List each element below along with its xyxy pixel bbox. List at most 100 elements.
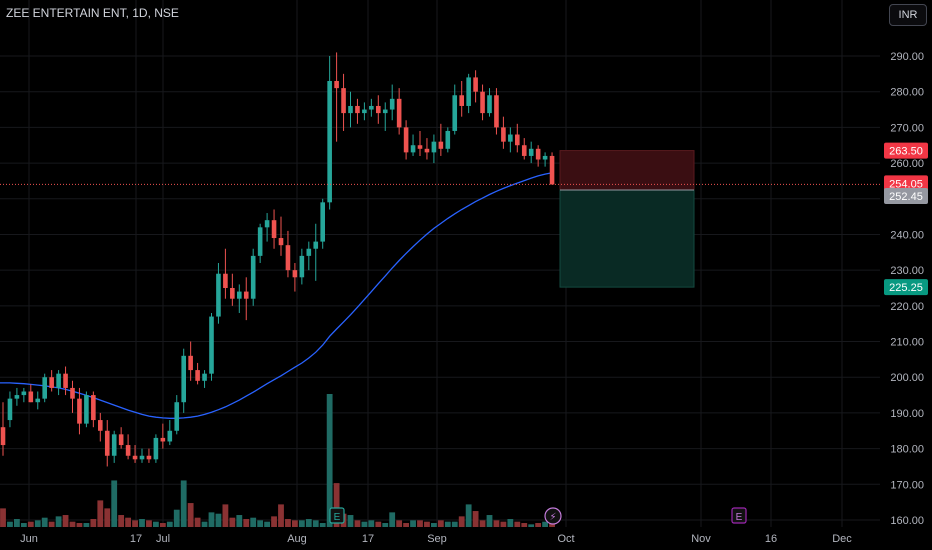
x-tick-label: Oct [557, 533, 574, 545]
candle-body [237, 291, 242, 299]
candle-body [56, 373, 61, 388]
event-marker-glyph: E [334, 512, 341, 523]
volume-bars [0, 394, 555, 527]
candle [410, 134, 416, 156]
candle-body [480, 91, 485, 114]
candle [125, 434, 131, 460]
candle-body [77, 398, 82, 424]
candle-body [243, 291, 249, 299]
candle [139, 448, 145, 463]
candle [243, 277, 249, 321]
candle [501, 116, 506, 149]
candle-body [257, 227, 263, 256]
candle [63, 366, 68, 396]
x-tick-label: Nov [691, 533, 711, 545]
candle-body [313, 241, 319, 249]
volume-bar [312, 520, 319, 527]
volume-bar [41, 517, 48, 527]
volume-bar [437, 520, 444, 527]
candle [188, 341, 193, 381]
candle-body [70, 387, 75, 399]
candlesticks [0, 52, 555, 467]
candle-body [306, 248, 312, 256]
volume-bar [424, 521, 430, 527]
volume-bar [528, 524, 535, 527]
candle [111, 430, 117, 463]
candle-body [264, 220, 270, 228]
x-tick-label: Aug [287, 533, 307, 545]
volume-bar [298, 520, 305, 527]
volume-bar [500, 521, 507, 527]
entry-price-tag-label: 252.45 [889, 191, 923, 203]
candle-body [49, 377, 54, 388]
candle [459, 80, 464, 117]
candle [376, 95, 381, 124]
candle [528, 141, 534, 164]
candle-body [501, 127, 506, 142]
candle [480, 84, 485, 121]
volume-bar [333, 483, 340, 527]
stop-loss-zone[interactable] [559, 150, 695, 191]
volume-bar [243, 519, 250, 527]
target-price-tag-label: 225.25 [889, 282, 923, 294]
volume-bar [146, 520, 152, 527]
earnings-icon[interactable]: E [329, 507, 345, 524]
candle [42, 373, 47, 403]
candle-body [271, 220, 277, 239]
candle-body [292, 270, 298, 278]
earnings-icon[interactable]: E [731, 507, 747, 524]
volume-bar [507, 519, 514, 527]
candle-body [417, 145, 423, 149]
candle [160, 423, 166, 449]
candle [21, 387, 27, 403]
candle [431, 134, 437, 164]
volume-bar [292, 520, 298, 527]
candle-body [389, 98, 395, 110]
candle-body [139, 455, 145, 460]
candle-body [278, 238, 284, 246]
candle-body [195, 370, 200, 381]
volume-bar [410, 520, 416, 527]
last-price-tag-label: 254.05 [889, 178, 923, 190]
candle [306, 241, 312, 271]
y-tick-label: 270.00 [890, 122, 924, 134]
take-profit-zone[interactable] [559, 189, 695, 288]
volume-bar [118, 515, 125, 527]
target-price-tag: 225.25 [884, 279, 928, 296]
candle [278, 216, 284, 256]
candle [174, 395, 180, 435]
candle-body [63, 373, 68, 388]
volume-bar [14, 519, 20, 527]
volume-bar [305, 519, 312, 527]
y-tick-label: 160.00 [890, 515, 924, 527]
volume-bar [48, 521, 55, 527]
currency-button[interactable]: INR [889, 4, 927, 26]
event-marker-glyph: ⚡ [549, 512, 556, 523]
candle [104, 420, 110, 467]
position-zones [559, 150, 695, 288]
candle [348, 91, 353, 128]
candle [327, 56, 332, 210]
candle [0, 402, 6, 456]
event-marker-glyph: E [736, 512, 743, 523]
candle [438, 123, 444, 156]
y-tick-label: 170.00 [890, 479, 924, 491]
volume-bar [0, 508, 6, 527]
candle-body [487, 95, 492, 114]
volume-bar [76, 523, 83, 527]
candle-body [209, 316, 214, 374]
x-tick-label: Sep [427, 533, 447, 545]
volume-bar [444, 521, 451, 527]
volume-bar [104, 508, 111, 527]
moving-average-line [0, 172, 553, 419]
time-axis[interactable]: Jun 17 Jul Aug 17 Sep Oct Nov 16 Dec [20, 533, 852, 545]
candle-body [250, 255, 256, 299]
candle [341, 73, 346, 131]
dividend-split-icon[interactable]: ⚡ [544, 507, 562, 525]
y-tick-label: 190.00 [890, 408, 924, 420]
volume-bar [132, 520, 138, 527]
volume-bar [111, 480, 118, 527]
volume-bar [264, 521, 270, 527]
candle-body [188, 355, 193, 371]
